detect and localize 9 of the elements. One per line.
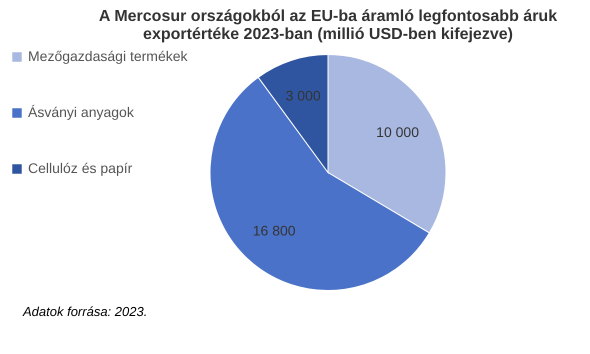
- data-label: 10 000: [376, 124, 420, 140]
- text: Adatok forrása: 2023.: [22, 304, 148, 319]
- data-label: 16 800: [252, 222, 296, 239]
- text: A Mercosur országokból az EU-ba áramló legfontosabb áruk: [98, 8, 558, 25]
- legend-label: Ásványi anyagok: [28, 104, 135, 120]
- text: exportértéke 2023-ban (millió USD-ben kifejezve): [143, 26, 513, 43]
- legend-label: Cellulóz és papír: [28, 160, 133, 176]
- data-label: 3 000: [286, 87, 321, 104]
- legend-label: Mezőgazdasági termékek: [28, 48, 189, 64]
